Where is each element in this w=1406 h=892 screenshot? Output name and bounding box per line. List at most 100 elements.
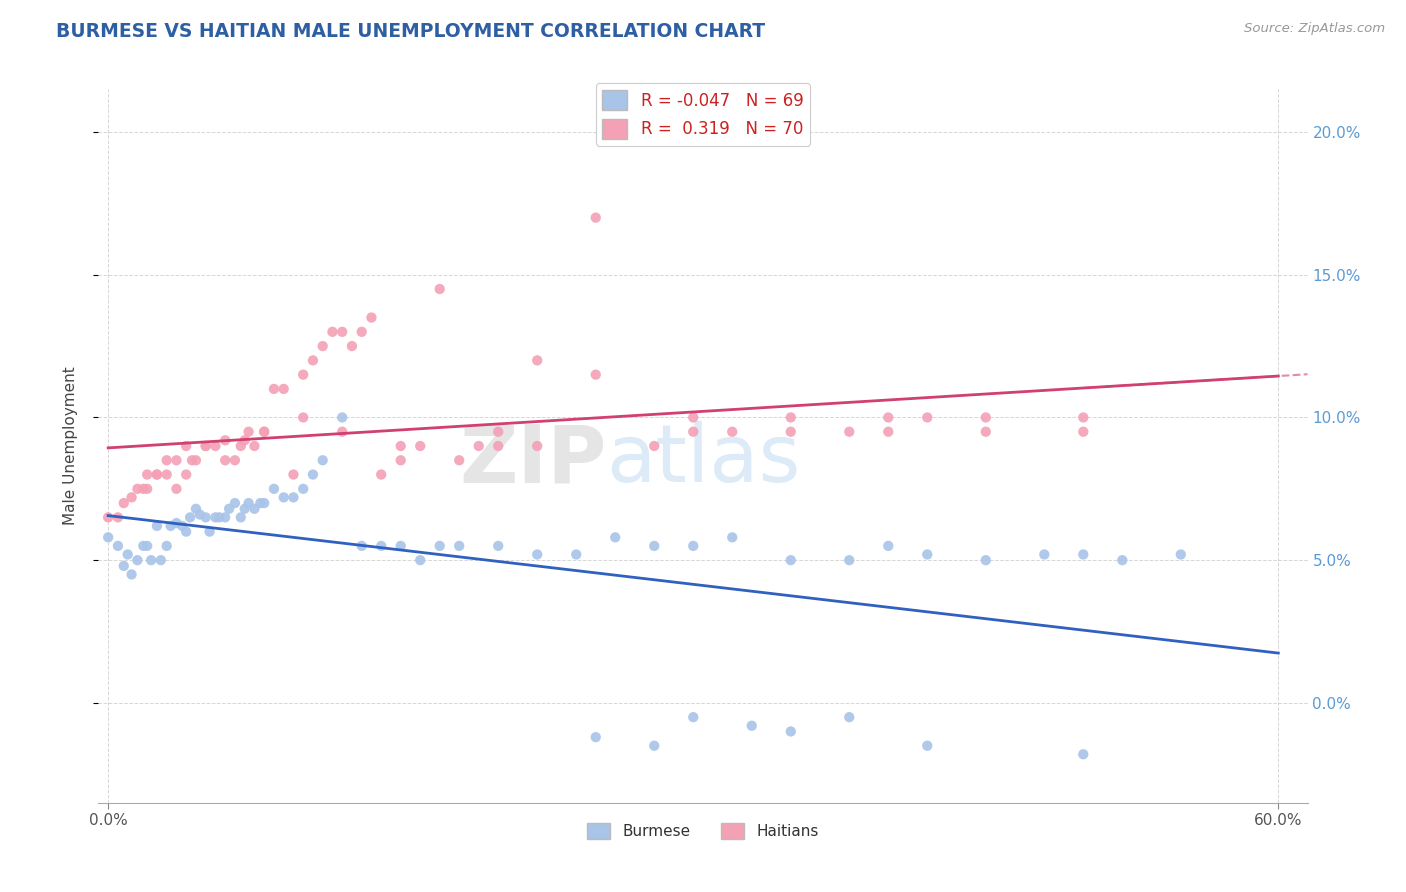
Point	[107, 510, 129, 524]
Point	[526, 548, 548, 562]
Point	[146, 467, 169, 482]
Point	[779, 553, 801, 567]
Point	[283, 467, 305, 482]
Point	[1071, 548, 1094, 562]
Point	[292, 410, 315, 425]
Point	[117, 548, 139, 562]
Point	[249, 496, 271, 510]
Point	[838, 710, 860, 724]
Point	[486, 539, 509, 553]
Point	[526, 439, 548, 453]
Point	[917, 739, 939, 753]
Point	[682, 539, 704, 553]
Point	[389, 453, 412, 467]
Point	[172, 519, 194, 533]
Point	[194, 439, 217, 453]
Point	[233, 434, 256, 448]
Point	[136, 539, 159, 553]
Point	[838, 553, 860, 567]
Point	[238, 425, 260, 439]
Point	[682, 710, 704, 724]
Point	[146, 467, 169, 482]
Point	[429, 539, 451, 553]
Point	[208, 510, 231, 524]
Text: BURMESE VS HAITIAN MALE UNEMPLOYMENT CORRELATION CHART: BURMESE VS HAITIAN MALE UNEMPLOYMENT COR…	[56, 22, 765, 41]
Point	[877, 539, 900, 553]
Point	[165, 453, 187, 467]
Point	[146, 519, 169, 533]
Point	[486, 425, 509, 439]
Point	[449, 539, 471, 553]
Point	[429, 282, 451, 296]
Point	[585, 211, 607, 225]
Point	[204, 439, 226, 453]
Point	[370, 539, 392, 553]
Point	[302, 467, 325, 482]
Legend: Burmese, Haitians: Burmese, Haitians	[581, 817, 825, 845]
Point	[643, 439, 665, 453]
Point	[292, 368, 315, 382]
Point	[974, 553, 997, 567]
Point	[330, 410, 353, 425]
Point	[188, 508, 211, 522]
Point	[779, 425, 801, 439]
Point	[526, 353, 548, 368]
Point	[174, 439, 197, 453]
Point	[179, 510, 201, 524]
Point	[112, 496, 135, 510]
Point	[389, 539, 412, 553]
Point	[136, 482, 159, 496]
Point	[107, 539, 129, 553]
Point	[273, 382, 295, 396]
Point	[838, 425, 860, 439]
Point	[184, 501, 207, 516]
Point	[312, 339, 335, 353]
Point	[165, 516, 187, 530]
Point	[409, 439, 432, 453]
Point	[136, 467, 159, 482]
Point	[360, 310, 382, 325]
Point	[741, 719, 763, 733]
Point	[721, 425, 744, 439]
Point	[917, 548, 939, 562]
Point	[263, 482, 285, 496]
Point	[198, 524, 221, 539]
Point	[643, 739, 665, 753]
Point	[1071, 425, 1094, 439]
Point	[149, 553, 172, 567]
Point	[184, 453, 207, 467]
Point	[204, 510, 226, 524]
Point	[467, 439, 489, 453]
Point	[165, 482, 187, 496]
Point	[565, 548, 588, 562]
Point	[121, 567, 143, 582]
Point	[292, 482, 315, 496]
Point	[174, 467, 197, 482]
Point	[181, 453, 204, 467]
Y-axis label: Male Unemployment: Male Unemployment	[63, 367, 77, 525]
Point	[218, 501, 240, 516]
Point	[340, 339, 363, 353]
Point	[194, 439, 217, 453]
Point	[585, 368, 607, 382]
Point	[312, 453, 335, 467]
Point	[389, 439, 412, 453]
Point	[224, 453, 246, 467]
Point	[721, 530, 744, 544]
Point	[156, 453, 179, 467]
Point	[682, 410, 704, 425]
Point	[243, 501, 266, 516]
Point	[127, 482, 149, 496]
Point	[214, 453, 236, 467]
Point	[273, 491, 295, 505]
Point	[350, 539, 373, 553]
Point	[974, 425, 997, 439]
Point	[643, 539, 665, 553]
Point	[253, 425, 276, 439]
Point	[449, 453, 471, 467]
Point	[156, 467, 179, 482]
Point	[330, 425, 353, 439]
Point	[214, 510, 236, 524]
Point	[409, 553, 432, 567]
Point	[302, 353, 325, 368]
